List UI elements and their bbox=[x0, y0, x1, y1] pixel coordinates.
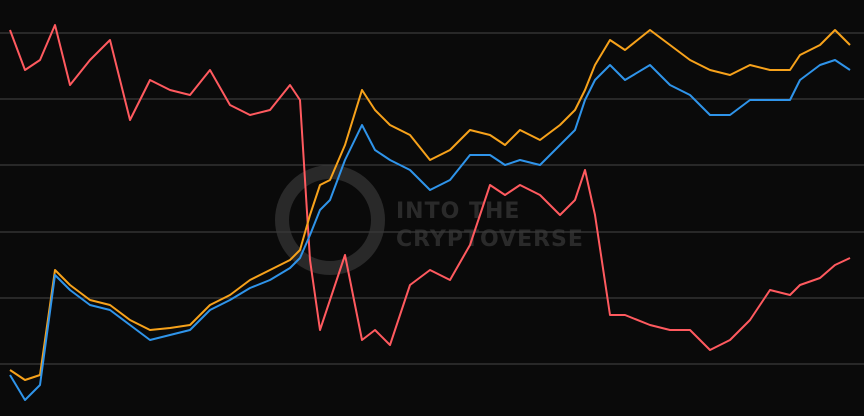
line-series bbox=[9, 29, 851, 381]
line-series bbox=[9, 59, 851, 401]
line-series bbox=[9, 24, 851, 351]
watermark-text: CRYPTOVERSE bbox=[396, 227, 584, 252]
watermark bbox=[275, 165, 385, 275]
watermark-text: INTO THE bbox=[396, 199, 520, 224]
watermark-logo bbox=[275, 165, 385, 275]
